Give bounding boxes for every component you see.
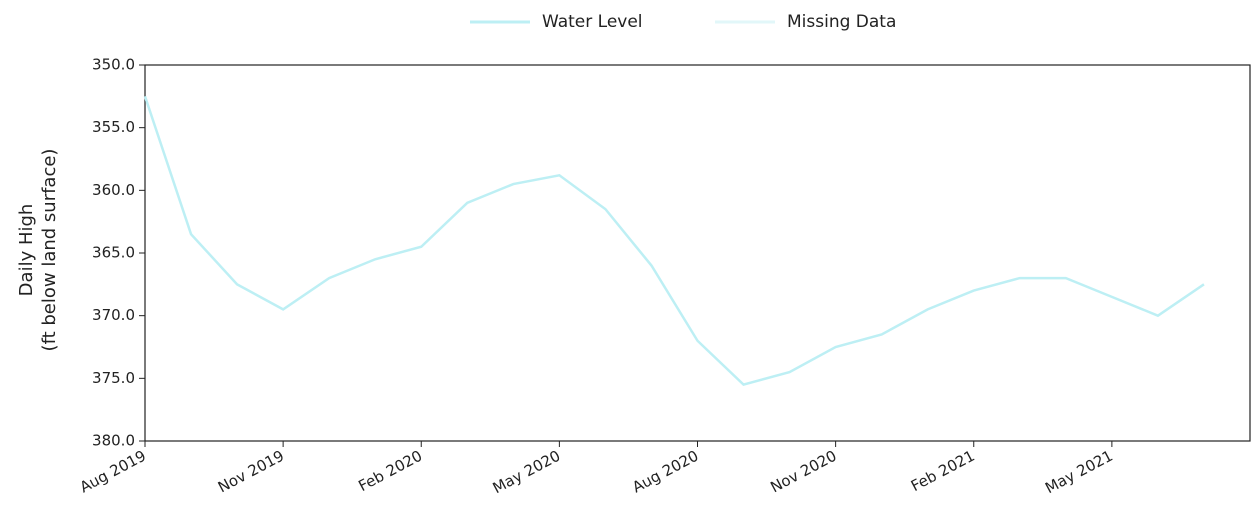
y-axis-label: Daily High xyxy=(16,204,37,297)
y-tick-label: 370.0 xyxy=(92,306,135,324)
x-tick-label: Nov 2020 xyxy=(767,447,839,497)
legend-label: Water Level xyxy=(542,12,643,32)
y-tick-label: 380.0 xyxy=(92,432,135,450)
x-tick-label: May 2020 xyxy=(490,447,564,498)
x-tick-label: Aug 2019 xyxy=(77,447,149,497)
legend-label: Missing Data xyxy=(787,12,896,32)
x-tick-label: Feb 2021 xyxy=(908,447,978,496)
y-tick-label: 365.0 xyxy=(92,244,135,262)
x-tick-label: Feb 2020 xyxy=(355,447,425,496)
y-tick-label: 360.0 xyxy=(92,181,135,199)
y-tick-label: 350.0 xyxy=(92,56,135,74)
y-axis-label: (ft below land surface) xyxy=(39,149,60,352)
x-tick-label: Nov 2019 xyxy=(215,447,287,497)
data-line xyxy=(143,95,1205,386)
y-tick-label: 355.0 xyxy=(92,118,135,136)
x-tick-label: Aug 2020 xyxy=(629,447,701,497)
x-tick-label: May 2021 xyxy=(1042,447,1116,498)
y-tick-label: 375.0 xyxy=(92,369,135,387)
plot-area xyxy=(144,64,1251,442)
